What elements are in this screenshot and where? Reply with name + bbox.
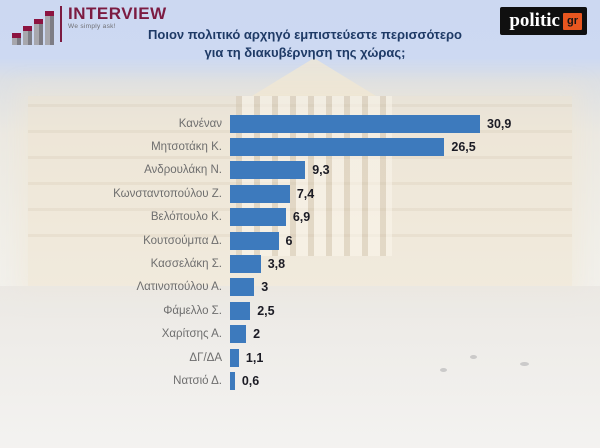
interview-logo-tagline: We simply ask! — [68, 23, 116, 30]
bar-chart: Κανέναν 30,9 Μητσοτάκη Κ. 26,5 Ανδρουλάκη Ν.… — [0, 112, 600, 393]
bar — [230, 371, 235, 390]
value-label: 26,5 — [451, 140, 476, 155]
chart-row: Μητσοτάκη Κ. 26,5 — [0, 135, 600, 158]
politic-logo-name: politic — [509, 9, 560, 31]
value-label: 9,3 — [312, 163, 330, 178]
value-label: 2,5 — [257, 303, 275, 318]
bar — [230, 184, 290, 203]
category-label: Κασσελάκη Σ. — [150, 258, 222, 271]
chart-row: Κωνσταντοπούλου Ζ. 7,4 — [0, 182, 600, 205]
chart-row: Χαρίτσης Α. 2 — [0, 323, 600, 346]
chart-row: Λατινοπούλου Α. 3 — [0, 276, 600, 299]
parliament-pediment — [252, 58, 376, 96]
category-label: ΔΓ/ΔΑ — [189, 351, 222, 364]
category-label: Μητσοτάκη Κ. — [151, 141, 222, 154]
category-label: Φάμελλο Σ. — [163, 304, 222, 317]
value-label: 0,6 — [241, 373, 260, 388]
chart-row: Ανδρουλάκη Ν. 9,3 — [0, 159, 600, 182]
value-label: 6,9 — [292, 210, 311, 225]
chart-title-line2: για τη διακυβέρνηση της χώρας; — [204, 44, 406, 60]
bar — [230, 301, 251, 320]
chart-row: ΔΓ/ΔΑ 1,1 — [0, 346, 600, 369]
chart-row: Κουτσούμπα Δ. 6 — [0, 229, 600, 252]
bar — [230, 278, 255, 297]
politic-logo-gr-badge: gr — [563, 12, 582, 30]
category-label: Νατσιό Δ. — [173, 374, 222, 387]
interview-logo: INTERVIEW We simply ask! — [12, 5, 167, 45]
chart-row: Βελόπουλο Κ. 6,9 — [0, 206, 600, 229]
value-label: 3 — [261, 280, 269, 295]
category-label: Ανδρουλάκη Ν. — [144, 164, 222, 177]
bar — [230, 348, 239, 367]
chart-row: Κανέναν 30,9 — [0, 112, 600, 135]
category-label: Χαρίτσης Α. — [161, 328, 222, 341]
bar — [230, 208, 286, 227]
category-label: Λατινοπούλου Α. — [136, 281, 222, 294]
bar — [230, 161, 306, 180]
bar — [230, 231, 279, 250]
category-label: Κουτσούμπα Δ. — [143, 234, 222, 247]
bar — [230, 325, 247, 344]
value-label: 7,4 — [296, 186, 315, 201]
category-label: Κανέναν — [178, 117, 222, 130]
chart-row: Νατσιό Δ. 0,6 — [0, 369, 600, 392]
bar — [230, 138, 445, 157]
interview-bars-icon — [12, 5, 54, 45]
chart-title: Ποιον πολιτικό αρχηγό εμπιστεύεστε περισ… — [140, 26, 470, 61]
category-label: Βελόπουλο Κ. — [150, 211, 222, 224]
value-label: 6 — [285, 233, 293, 248]
value-label: 3,8 — [267, 257, 286, 272]
category-label: Κωνσταντοπούλου Ζ. — [113, 187, 222, 200]
politic-logo: politic gr — [500, 7, 587, 35]
chart-row: Φάμελλο Σ. 2,5 — [0, 299, 600, 322]
value-label: 30,9 — [487, 116, 512, 131]
bar — [230, 255, 261, 274]
bar — [230, 114, 480, 133]
chart-row: Κασσελάκη Σ. 3,8 — [0, 252, 600, 275]
value-label: 1,1 — [245, 350, 264, 365]
chart-title-line1: Ποιον πολιτικό αρχηγό εμπιστεύεστε περισ… — [148, 27, 462, 42]
value-label: 2 — [253, 327, 261, 342]
interview-logo-name: INTERVIEW — [68, 4, 167, 23]
